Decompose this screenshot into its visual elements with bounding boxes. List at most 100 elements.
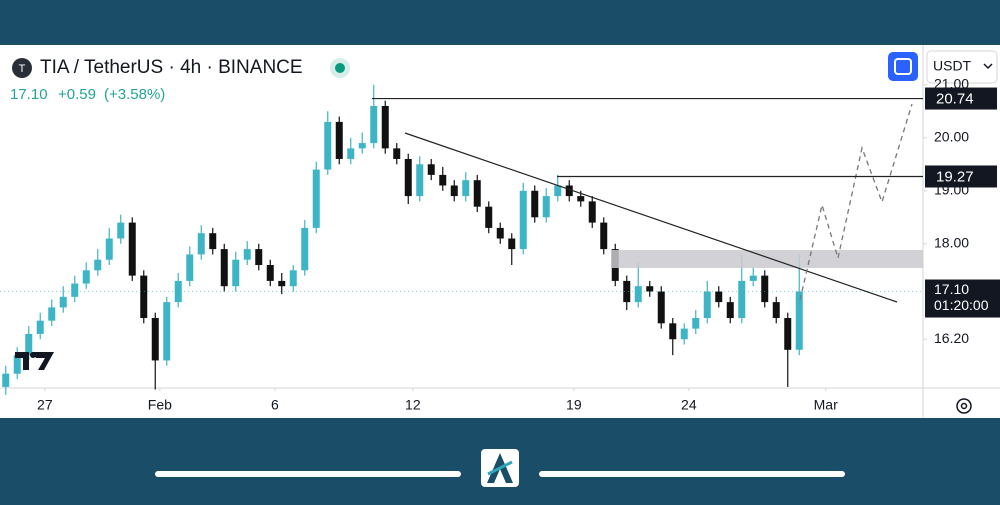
candle-body bbox=[485, 206, 493, 228]
change: +0.59 bbox=[58, 86, 96, 103]
symbol-icon-letter: T bbox=[19, 63, 26, 75]
last-price: 17.10 bbox=[10, 86, 48, 103]
candle-body bbox=[761, 275, 769, 303]
candle-body bbox=[301, 227, 309, 271]
candle-body bbox=[312, 169, 320, 228]
x-tick-label: 6 bbox=[271, 397, 279, 413]
symbol-title: TIA / TetherUS · 4h · BINANCE bbox=[40, 57, 303, 78]
level-label: 20.74 bbox=[936, 91, 974, 108]
y-tick-label: 20.00 bbox=[934, 128, 969, 144]
candle-body bbox=[588, 201, 596, 223]
candle-body bbox=[703, 291, 711, 319]
trendline bbox=[404, 132, 898, 303]
fullscreen-button[interactable] bbox=[888, 52, 918, 81]
candle-body bbox=[565, 185, 573, 197]
candle-body bbox=[749, 275, 757, 281]
x-tick-label: 19 bbox=[566, 397, 582, 413]
candle-body bbox=[243, 249, 251, 260]
candle-body bbox=[71, 283, 79, 297]
candle-body bbox=[738, 280, 746, 319]
candle-body bbox=[416, 164, 424, 197]
settings-button[interactable] bbox=[956, 398, 972, 414]
candle-body bbox=[151, 318, 159, 361]
candle-body bbox=[508, 238, 516, 250]
candle-body bbox=[278, 280, 286, 287]
brand-swoosh bbox=[487, 460, 513, 476]
fullscreen-icon bbox=[894, 58, 912, 75]
candle-body bbox=[404, 158, 412, 197]
candle-body bbox=[59, 296, 67, 308]
candle-body bbox=[220, 249, 228, 287]
candle-body bbox=[772, 302, 780, 319]
candle-body bbox=[36, 320, 44, 334]
candle-body bbox=[542, 196, 550, 218]
candle-body bbox=[519, 190, 527, 250]
candle-body bbox=[324, 121, 332, 170]
candle-body bbox=[531, 190, 539, 218]
candle-body bbox=[209, 233, 217, 250]
candle-body bbox=[128, 222, 136, 276]
y-tick-label: 18.00 bbox=[934, 235, 969, 251]
candle-body bbox=[335, 121, 343, 159]
x-tick-label: 12 bbox=[405, 397, 421, 413]
currency-select[interactable] bbox=[926, 50, 998, 84]
candle-body bbox=[232, 259, 240, 287]
settings-icon bbox=[960, 402, 968, 410]
candle-body bbox=[266, 265, 274, 281]
candle-body bbox=[715, 291, 723, 303]
candle-body bbox=[623, 280, 631, 303]
last-price-box bbox=[925, 279, 1000, 318]
last-price-label: 17.10 bbox=[934, 281, 969, 297]
x-tick-label: Mar bbox=[814, 397, 838, 413]
change-percent: (+3.58%) bbox=[104, 86, 165, 103]
tv-logo-dot bbox=[30, 352, 36, 358]
candle-body bbox=[692, 318, 700, 329]
candle-body bbox=[174, 280, 182, 303]
candle-body bbox=[462, 180, 470, 197]
countdown-label: 01:20:00 bbox=[934, 297, 989, 313]
candle-body bbox=[634, 286, 642, 303]
candle-body bbox=[646, 286, 654, 292]
candle-body bbox=[289, 270, 297, 287]
candle-body bbox=[13, 355, 21, 374]
candle-body bbox=[669, 323, 677, 340]
candle-body bbox=[2, 373, 10, 387]
symbol-icon bbox=[12, 58, 32, 78]
candle-body bbox=[473, 180, 481, 207]
candle-body bbox=[439, 174, 447, 186]
candle-body bbox=[393, 148, 401, 159]
x-tick-label: 24 bbox=[681, 397, 697, 413]
candle-body bbox=[795, 291, 803, 350]
candle-body bbox=[255, 249, 263, 266]
y-tick-label: 21.00 bbox=[934, 75, 969, 91]
candle-body bbox=[657, 291, 665, 324]
projection bbox=[799, 103, 913, 301]
currency: USDT bbox=[933, 58, 972, 74]
candle-body bbox=[726, 302, 734, 319]
dropdown-arrow bbox=[983, 63, 993, 70]
candle-body bbox=[577, 196, 585, 202]
candle-body bbox=[381, 105, 389, 149]
level-label: 19.27 bbox=[936, 168, 974, 185]
candle-body bbox=[25, 333, 33, 356]
candle-body bbox=[370, 105, 378, 144]
candle-body bbox=[94, 259, 102, 271]
candle-body bbox=[186, 254, 194, 281]
candle-body bbox=[82, 270, 90, 284]
candle-body bbox=[450, 185, 458, 197]
status-dot bbox=[335, 63, 345, 73]
candle-body bbox=[347, 148, 355, 159]
candle-body bbox=[358, 143, 366, 149]
candle-body bbox=[117, 222, 125, 239]
candle-body bbox=[680, 328, 688, 340]
x-tick-label: Feb bbox=[148, 397, 172, 413]
candle-body bbox=[197, 233, 205, 255]
candle-body bbox=[105, 238, 113, 260]
level-label-box bbox=[925, 87, 997, 110]
candle-body bbox=[600, 222, 608, 250]
zone bbox=[612, 250, 923, 268]
candle-body bbox=[427, 164, 435, 175]
level-label-box bbox=[925, 165, 997, 188]
